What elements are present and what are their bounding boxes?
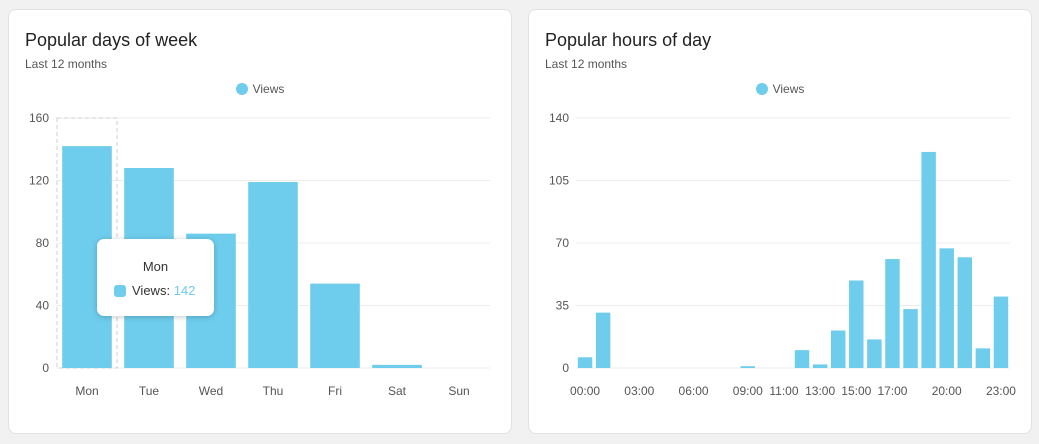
- bar[interactable]: [310, 283, 360, 368]
- x-tick-label: Thu: [263, 384, 284, 398]
- card-subtitle: Last 12 months: [545, 57, 628, 71]
- tooltip-swatch: [114, 285, 126, 297]
- x-tick-label: 13:00: [805, 384, 835, 398]
- bar[interactable]: [794, 350, 810, 368]
- bar[interactable]: [812, 364, 828, 368]
- bar[interactable]: [740, 366, 756, 368]
- tooltip-value: 142: [173, 283, 196, 298]
- x-tick-label: Tue: [139, 384, 160, 398]
- tooltip-row: Views: 142: [114, 283, 195, 298]
- bar[interactable]: [577, 357, 593, 368]
- y-tick-label: 70: [556, 236, 570, 250]
- tooltip-label: Views:: [132, 283, 171, 298]
- bar[interactable]: [921, 151, 936, 368]
- legend-label: Views: [252, 82, 285, 96]
- card-subtitle: Last 12 months: [25, 57, 108, 71]
- bar[interactable]: [957, 257, 973, 368]
- bar[interactable]: [975, 348, 991, 368]
- bar[interactable]: [849, 280, 864, 369]
- bar[interactable]: [885, 259, 900, 368]
- bar[interactable]: [867, 339, 882, 368]
- bar[interactable]: [903, 309, 918, 368]
- bar[interactable]: [993, 296, 1009, 368]
- y-tick-label: 160: [29, 111, 49, 125]
- x-tick-label: 06:00: [679, 384, 709, 398]
- x-tick-label: Sat: [388, 384, 407, 398]
- bar[interactable]: [595, 312, 611, 368]
- bar[interactable]: [830, 330, 846, 369]
- bar[interactable]: [248, 182, 298, 368]
- tooltip-title: Mon: [142, 259, 169, 274]
- y-tick-label: 35: [556, 299, 570, 313]
- x-tick-label: Wed: [199, 384, 223, 398]
- x-tick-label: 15:00: [841, 384, 871, 398]
- y-tick-label: 105: [549, 174, 569, 188]
- x-tick-label: Fri: [328, 384, 342, 398]
- chart-tooltip: Mon Views: 142: [97, 239, 214, 316]
- x-tick-label: 09:00: [733, 384, 763, 398]
- y-tick-label: 0: [562, 361, 569, 375]
- y-tick-label: 0: [42, 361, 49, 375]
- x-tick-label: 23:00: [986, 384, 1016, 398]
- y-tick-label: 120: [29, 174, 49, 188]
- bar[interactable]: [372, 364, 422, 368]
- card-title: Popular hours of day: [545, 30, 712, 50]
- x-tick-label: 03:00: [624, 384, 654, 398]
- x-tick-label: Sun: [448, 384, 469, 398]
- legend[interactable]: Views: [9, 82, 511, 96]
- x-tick-label: 11:00: [769, 384, 798, 398]
- hours-chart: 0 35 70 105 140 00:00 03:00 06:00 09:00 11:00 13:0…: [549, 111, 1016, 398]
- days-chart: 0 40 80 120 160 Mon Tue Wed Thu Fri Sat Sun: [29, 111, 490, 398]
- x-tick-label: 20:00: [932, 384, 962, 398]
- bar[interactable]: [939, 248, 954, 368]
- card-title: Popular days of week: [25, 30, 198, 50]
- x-tick-label: 00:00: [570, 384, 600, 398]
- x-tick-label: 17:00: [877, 384, 907, 398]
- y-tick-label: 140: [549, 111, 569, 125]
- y-tick-label: 40: [36, 299, 50, 313]
- y-tick-label: 80: [36, 236, 50, 250]
- legend-label: Views: [772, 82, 805, 96]
- legend[interactable]: Views: [529, 82, 1031, 96]
- x-tick-label: Mon: [75, 384, 98, 398]
- legend-swatch: [235, 83, 248, 95]
- days-card: Popular days of week Last 12 months View…: [8, 9, 512, 434]
- legend-swatch: [755, 83, 768, 95]
- hours-card: Popular hours of day Last 12 months View…: [528, 9, 1032, 434]
